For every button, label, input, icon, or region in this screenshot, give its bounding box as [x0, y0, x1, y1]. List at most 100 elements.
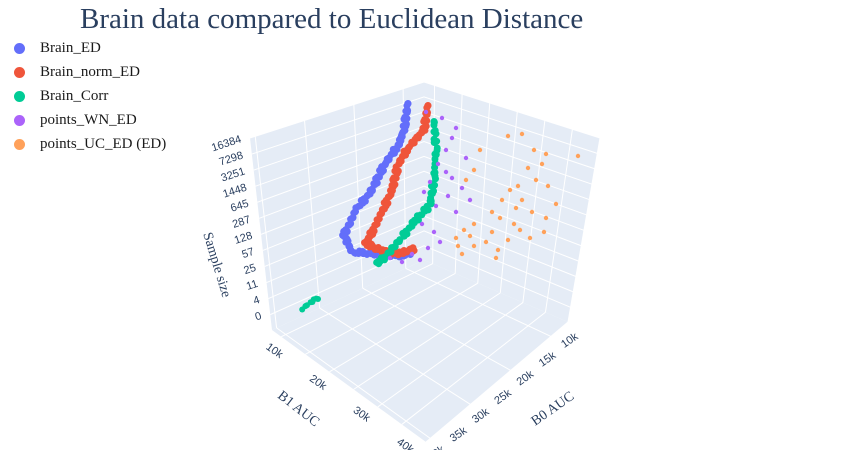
- y-tick-label: 20k: [307, 373, 329, 393]
- legend-marker: [14, 138, 25, 150]
- data-point: [437, 239, 443, 245]
- data-point: [455, 243, 461, 249]
- data-point: [497, 215, 503, 221]
- z-tick-label: 287: [231, 214, 252, 231]
- data-point: [409, 244, 417, 252]
- chart-title: Brain data compared to Euclidean Distanc…: [80, 3, 584, 35]
- data-point: [499, 197, 505, 203]
- data-point: [431, 175, 439, 183]
- data-point: [409, 251, 415, 257]
- data-point: [439, 115, 445, 121]
- z-axis-title: Sample size: [199, 231, 233, 300]
- data-point: [489, 229, 495, 235]
- data-point: [467, 233, 473, 239]
- legend-item-points-wn-ed[interactable]: points_WN_ED: [10, 108, 166, 132]
- data-point: [443, 147, 449, 153]
- legend: Brain_ED Brain_norm_ED Brain_Corr points…: [10, 36, 166, 156]
- y-tick-label: 10k: [263, 341, 285, 361]
- data-point: [453, 125, 459, 131]
- data-point: [543, 215, 549, 221]
- data-point: [513, 205, 519, 211]
- back-wall-left: [250, 82, 424, 330]
- x-tick-label: 35k: [448, 424, 470, 444]
- data-point: [471, 221, 477, 227]
- z-tick-label: 57: [240, 246, 255, 261]
- data-point: [425, 245, 431, 251]
- data-point: [399, 259, 405, 265]
- y-tick-label: 30k: [351, 404, 373, 424]
- x-tick-label: 20k: [515, 368, 537, 388]
- z-tick-label: 4: [252, 294, 262, 307]
- z-tick-label: 645: [229, 198, 250, 215]
- data-point: [525, 165, 531, 171]
- legend-item-brain-norm-ed[interactable]: Brain_norm_ED: [10, 60, 166, 84]
- data-point: [493, 255, 499, 261]
- z-tick-label: 0: [254, 310, 264, 323]
- data-point: [453, 209, 459, 215]
- series-points-uc-ed: [453, 131, 581, 261]
- data-point: [533, 177, 539, 183]
- data-point: [527, 235, 533, 241]
- data-point: [507, 187, 513, 193]
- data-point: [489, 209, 495, 215]
- legend-item-points-uc-ed[interactable]: points_UC_ED (ED): [10, 132, 166, 156]
- data-point: [421, 189, 427, 195]
- z-tick-label: 11: [245, 278, 260, 293]
- data-point: [431, 229, 437, 235]
- data-point: [387, 255, 393, 261]
- legend-item-brain-corr[interactable]: Brain_Corr: [10, 84, 166, 108]
- legend-marker: [14, 66, 25, 78]
- legend-item-brain-ed[interactable]: Brain_ED: [10, 36, 166, 60]
- data-point: [471, 243, 477, 249]
- data-point: [543, 151, 549, 157]
- data-point: [463, 155, 469, 161]
- legend-label: points_WN_ED: [40, 111, 137, 128]
- z-tick-label: 25: [242, 262, 257, 277]
- data-point: [531, 147, 537, 153]
- data-point: [483, 239, 489, 245]
- legend-label: points_UC_ED (ED): [40, 135, 167, 152]
- data-point: [529, 209, 535, 215]
- data-point: [435, 161, 441, 167]
- x-axis-title: B0 AUC: [529, 389, 577, 429]
- x-tick-label: 30k: [470, 406, 492, 426]
- data-point: [373, 258, 381, 266]
- data-point: [449, 175, 455, 181]
- y-tick-label: 40k: [394, 436, 416, 450]
- y-axis-title: B1 AUC: [274, 388, 322, 430]
- data-point: [471, 167, 477, 173]
- data-point: [453, 235, 459, 241]
- data-point: [517, 227, 523, 233]
- data-point: [443, 169, 449, 175]
- data-point: [430, 139, 438, 147]
- data-point: [505, 133, 511, 139]
- data-point: [427, 179, 433, 185]
- data-point: [417, 257, 423, 263]
- data-point: [511, 221, 517, 227]
- legend-marker: [14, 90, 25, 102]
- data-point: [430, 121, 438, 129]
- data-point: [459, 251, 465, 257]
- data-point: [519, 131, 525, 137]
- data-point: [541, 229, 547, 235]
- data-point: [445, 193, 451, 199]
- x-tick-label: 40k: [426, 443, 448, 450]
- data-point: [299, 306, 306, 313]
- data-point: [463, 177, 469, 183]
- legend-label: Brain_ED: [40, 39, 101, 56]
- legend-label: Brain_norm_ED: [40, 63, 140, 80]
- legend-label: Brain_Corr: [40, 87, 109, 104]
- series-points-wn-ed: [387, 109, 473, 265]
- data-point: [519, 197, 525, 203]
- data-point: [423, 109, 429, 115]
- data-point: [553, 201, 559, 207]
- data-point: [433, 203, 439, 209]
- x-tick-label: 25k: [492, 387, 514, 407]
- data-point: [539, 161, 545, 167]
- data-point: [459, 185, 465, 191]
- data-point: [575, 153, 581, 159]
- data-point: [467, 197, 473, 203]
- series-brain-corr: [299, 118, 441, 313]
- legend-marker: [14, 114, 25, 126]
